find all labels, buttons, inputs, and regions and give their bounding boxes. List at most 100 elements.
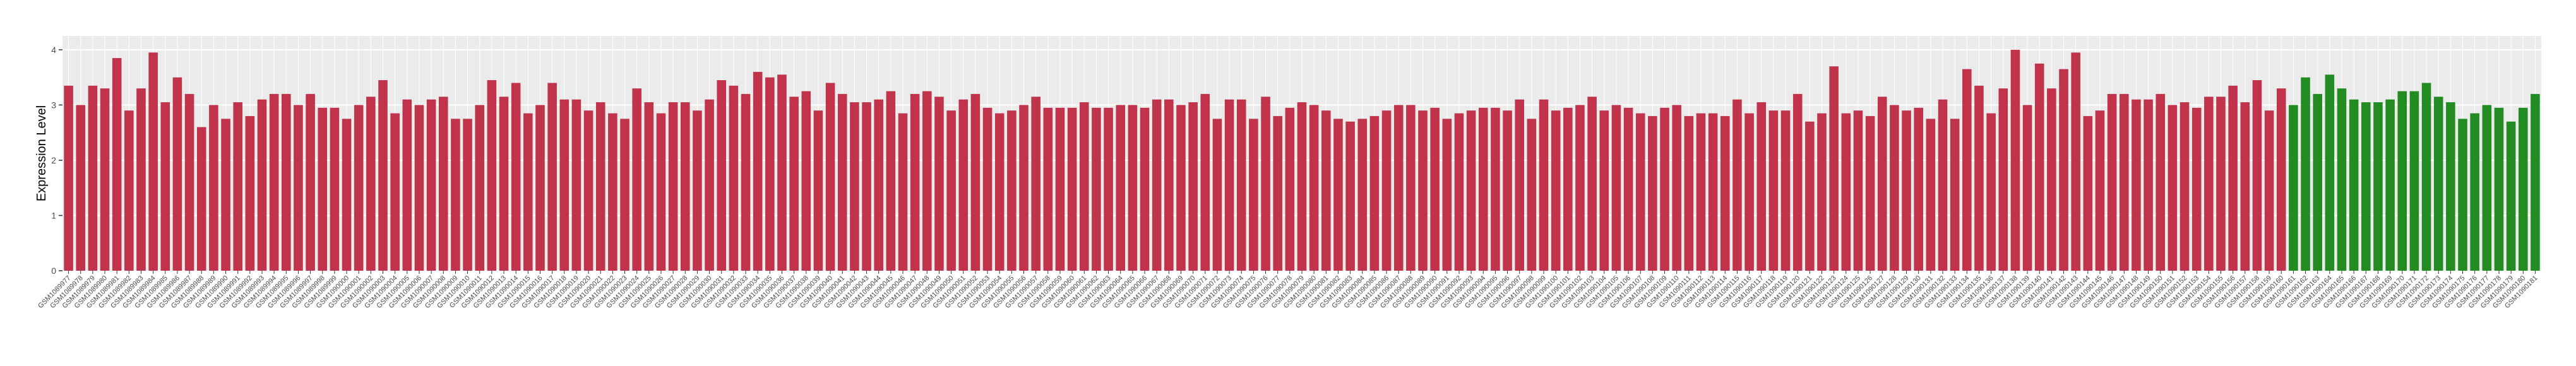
bar bbox=[1188, 102, 1198, 271]
bar bbox=[970, 93, 981, 271]
bar bbox=[1611, 105, 1621, 271]
bar bbox=[1853, 110, 1863, 271]
bar bbox=[2397, 91, 2407, 271]
bar bbox=[1224, 99, 1234, 271]
bar bbox=[196, 127, 206, 271]
bar bbox=[1672, 105, 1681, 271]
bar bbox=[2120, 93, 2129, 271]
bar bbox=[172, 77, 182, 271]
y-tick-label: 2 bbox=[51, 155, 56, 165]
bar bbox=[2301, 77, 2310, 271]
bar bbox=[2047, 88, 2056, 271]
bar bbox=[1684, 115, 1694, 271]
bar bbox=[535, 105, 545, 271]
bar bbox=[1104, 107, 1113, 271]
bar bbox=[1345, 121, 1355, 271]
bar bbox=[1914, 107, 1923, 271]
bar bbox=[1648, 115, 1657, 271]
bar bbox=[2531, 93, 2540, 271]
bar bbox=[2034, 63, 2044, 271]
bar bbox=[1587, 97, 1597, 271]
bar bbox=[2228, 85, 2238, 271]
bar bbox=[571, 99, 581, 271]
bar bbox=[499, 97, 509, 271]
bar bbox=[1768, 110, 1779, 271]
bar bbox=[656, 113, 666, 271]
bar bbox=[2409, 91, 2419, 271]
bar bbox=[2313, 93, 2322, 271]
bar bbox=[644, 102, 654, 271]
bar bbox=[1418, 110, 1428, 271]
bar bbox=[366, 97, 376, 271]
y-tick-label: 1 bbox=[51, 210, 56, 220]
bar bbox=[1792, 93, 1803, 271]
bar bbox=[2156, 93, 2166, 271]
bar bbox=[1273, 115, 1282, 271]
bar bbox=[523, 113, 533, 271]
bar bbox=[2433, 97, 2443, 271]
bar bbox=[257, 99, 267, 271]
bar bbox=[632, 88, 641, 271]
bar bbox=[426, 99, 436, 271]
bar bbox=[1539, 99, 1549, 271]
bar bbox=[1515, 99, 1524, 271]
bar bbox=[318, 107, 328, 271]
bar bbox=[1128, 105, 1138, 271]
bar bbox=[1116, 105, 1126, 271]
bar bbox=[1732, 99, 1742, 271]
bar bbox=[2458, 119, 2467, 271]
bar bbox=[2482, 105, 2492, 271]
bar bbox=[1309, 105, 1319, 271]
bar bbox=[1406, 105, 1416, 271]
bar bbox=[1200, 93, 1210, 271]
bar bbox=[1393, 105, 1404, 271]
bar bbox=[463, 119, 472, 271]
bar bbox=[898, 113, 908, 271]
bar bbox=[1986, 113, 1996, 271]
bar bbox=[136, 88, 146, 271]
bar bbox=[1696, 113, 1706, 271]
bar bbox=[1043, 107, 1053, 271]
bar bbox=[1623, 107, 1633, 271]
bar bbox=[1563, 107, 1573, 271]
bar bbox=[801, 91, 811, 271]
bar bbox=[1744, 113, 1754, 271]
bar bbox=[2289, 105, 2298, 271]
bar bbox=[705, 99, 714, 271]
bar bbox=[1962, 69, 1972, 271]
bar bbox=[1503, 110, 1512, 271]
bar bbox=[1092, 107, 1101, 271]
bar bbox=[2421, 83, 2431, 271]
bar bbox=[342, 119, 352, 271]
bar bbox=[958, 99, 969, 271]
bar bbox=[946, 110, 956, 271]
bar bbox=[693, 110, 702, 271]
bar bbox=[1212, 119, 1222, 271]
bar bbox=[2240, 102, 2250, 271]
bar bbox=[1974, 85, 1984, 271]
bar bbox=[2518, 107, 2528, 271]
bar bbox=[2276, 88, 2286, 271]
bar bbox=[2337, 88, 2347, 271]
bar bbox=[1841, 113, 1851, 271]
bar bbox=[874, 99, 883, 271]
bar bbox=[378, 80, 388, 271]
y-tick-label: 3 bbox=[51, 100, 56, 110]
bar bbox=[825, 83, 835, 271]
bar bbox=[2385, 99, 2395, 271]
bar bbox=[753, 71, 763, 271]
bar bbox=[2373, 102, 2383, 271]
bar bbox=[1660, 107, 1669, 271]
bar bbox=[2022, 105, 2032, 271]
bar bbox=[1357, 119, 1368, 271]
bar bbox=[148, 52, 158, 271]
bar bbox=[2107, 93, 2117, 271]
bar bbox=[414, 105, 424, 271]
bar bbox=[1164, 99, 1174, 271]
bar bbox=[330, 107, 340, 271]
bar bbox=[1998, 88, 2008, 271]
bar bbox=[2179, 102, 2190, 271]
bar bbox=[850, 102, 859, 271]
bar bbox=[76, 105, 86, 271]
bar bbox=[2144, 99, 2153, 271]
